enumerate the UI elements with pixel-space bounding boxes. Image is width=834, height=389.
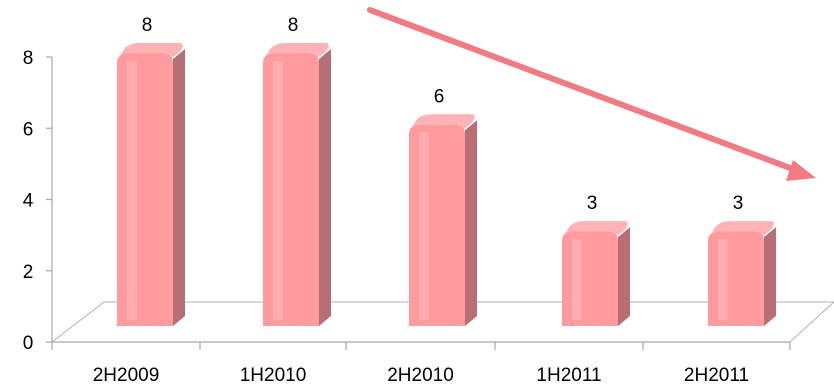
data-label: 3: [587, 193, 598, 214]
bar-highlight: [273, 61, 283, 320]
bar-highlight: [718, 239, 728, 320]
y-tick-label: 6: [23, 119, 34, 140]
bar-highlight: [572, 239, 582, 320]
bar-side: [618, 227, 630, 326]
bar-top: [712, 221, 774, 236]
bar-top: [413, 114, 475, 129]
x-tick-group: 2H2009 1H2010 2H2010 1H2011 2H2011: [51, 342, 791, 386]
bar-front: [117, 53, 173, 326]
x-tick-label: 1H2011: [536, 365, 601, 386]
data-label: 8: [142, 15, 153, 36]
bar-group: [117, 43, 776, 326]
x-tick-label: 2H2010: [387, 365, 454, 386]
data-label: 6: [434, 86, 445, 107]
bar-highlight: [127, 61, 137, 320]
data-label-group: 8 8 6 3 3: [142, 15, 744, 214]
bar-top: [566, 221, 628, 236]
x-tick-label: 2H2009: [93, 365, 160, 386]
y-tick-label: 8: [23, 48, 34, 69]
y-tick-label: 0: [23, 333, 34, 354]
bar-front: [708, 231, 764, 326]
data-label: 3: [733, 193, 744, 214]
bar: [409, 114, 477, 326]
y-tick-label: 2: [23, 262, 34, 283]
y-tick-label: 4: [23, 191, 34, 212]
bar-side: [764, 227, 776, 326]
bar: [562, 221, 630, 326]
data-label: 8: [288, 15, 299, 36]
bar-front: [263, 53, 319, 326]
x-tick-label: 2H2011: [684, 365, 749, 386]
bar-side: [319, 49, 331, 326]
bar-front: [409, 124, 465, 326]
y-tick-group: 0 2 4 6 8: [23, 48, 52, 354]
trend-arrow-head: [786, 160, 816, 181]
bar: [263, 43, 331, 326]
bar-highlight: [419, 132, 429, 320]
trend-arrow: [367, 7, 816, 181]
bar-top: [121, 43, 183, 57]
bar-front: [562, 231, 618, 326]
bar-side: [173, 49, 185, 326]
trend-arrow-shaft: [367, 7, 801, 174]
bar-top: [267, 43, 329, 57]
bar: [708, 221, 776, 326]
x-tick-label: 1H2010: [240, 365, 307, 386]
bar-side: [465, 120, 477, 326]
bar: [117, 43, 185, 326]
